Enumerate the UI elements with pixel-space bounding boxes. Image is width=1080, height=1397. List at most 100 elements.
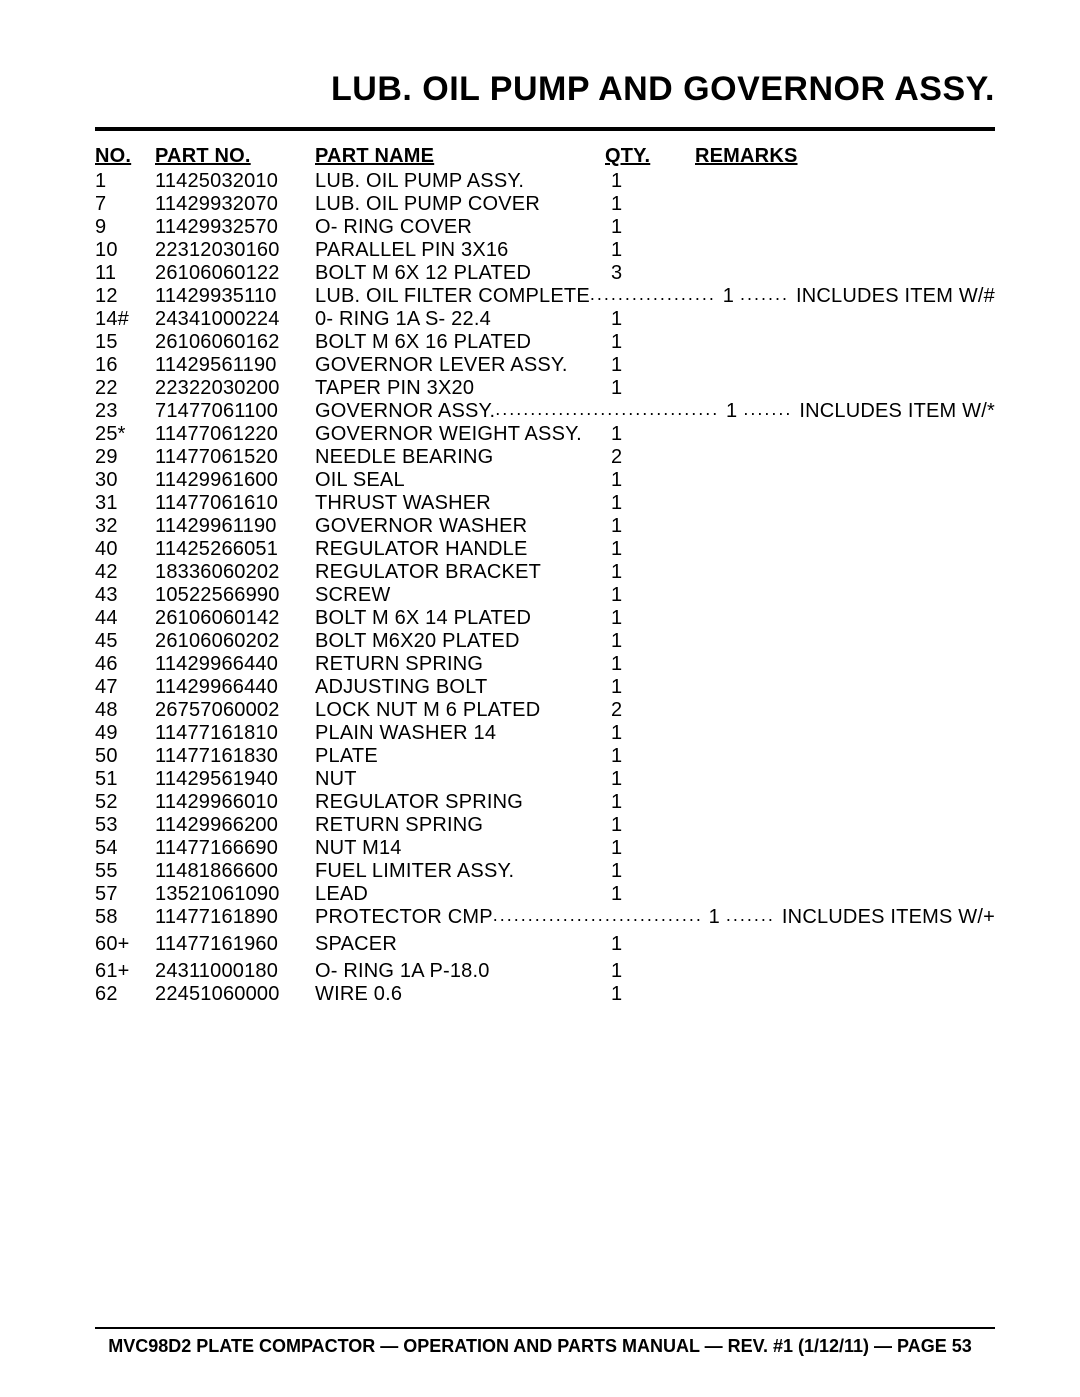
table-row: 4611429966440RETURN SPRING1 <box>95 653 995 676</box>
cell-partno: 24341000224 <box>155 308 315 331</box>
cell-no: 54 <box>95 837 155 860</box>
cell-no: 10 <box>95 239 155 262</box>
cell-no: 7 <box>95 193 155 216</box>
cell-partname: RETURN SPRING <box>315 814 605 837</box>
cell-partname: REGULATOR SPRING <box>315 791 605 814</box>
cell-partname: GOVERNOR WASHER <box>315 515 605 538</box>
cell-partname: BOLT M 6X 14 PLATED <box>315 607 605 630</box>
cell-qty: 1 <box>605 837 665 860</box>
cell-partno: 26106060122 <box>155 262 315 285</box>
cell-qty: 1 <box>605 607 665 630</box>
cell-partno: 11425032010 <box>155 170 315 193</box>
cell-qty: 1 <box>605 960 665 983</box>
cell-no: 16 <box>95 354 155 377</box>
cell-qty: 1 <box>605 239 665 262</box>
col-remarks: REMARKS <box>665 145 995 168</box>
cell-partname: LEAD <box>315 883 605 906</box>
leader-dots: ........................................… <box>495 399 720 420</box>
cell-no: 31 <box>95 492 155 515</box>
table-row: 2222322030200TAPER PIN 3X201 <box>95 377 995 400</box>
table-row: 4426106060142BOLT M 6X 14 PLATED1 <box>95 607 995 630</box>
cell-partname: O- RING COVER <box>315 216 605 239</box>
table-row: 5211429966010REGULATOR SPRING1 <box>95 791 995 814</box>
cell-partno: 11429966010 <box>155 791 315 814</box>
cell-no: 29 <box>95 446 155 469</box>
cell-partname: PLAIN WASHER 14 <box>315 722 605 745</box>
cell-partname: LOCK NUT M 6 PLATED <box>315 699 605 722</box>
cell-partname: RETURN SPRING <box>315 653 605 676</box>
cell-qty: 2 <box>605 699 665 722</box>
parts-table: NO. PART NO. PART NAME QTY. REMARKS 1114… <box>95 145 995 1006</box>
table-row: 5011477161830PLATE1 <box>95 745 995 768</box>
cell-partname: LUB. OIL FILTER COMPLETE <box>315 285 590 308</box>
cell-no: 40 <box>95 538 155 561</box>
title-rule <box>95 127 995 131</box>
cell-partno: 13521061090 <box>155 883 315 906</box>
table-row: 711429932070LUB. OIL PUMP COVER1 <box>95 193 995 216</box>
cell-qty: 1 <box>605 170 665 193</box>
table-row: 2371477061100GOVERNOR ASSY. ............… <box>95 400 995 423</box>
cell-partname: ADJUSTING BOLT <box>315 676 605 699</box>
col-partname: PART NAME <box>315 145 605 168</box>
cell-no: 9 <box>95 216 155 239</box>
cell-qty: 1 <box>605 630 665 653</box>
table-row: 5111429561940NUT1 <box>95 768 995 791</box>
cell-partname: NUT M14 <box>315 837 605 860</box>
leader-dots: ........................................… <box>493 905 703 926</box>
leader-dots: ........................................… <box>590 284 717 305</box>
table-header: NO. PART NO. PART NAME QTY. REMARKS <box>95 145 995 168</box>
cell-qty: 1 <box>605 653 665 676</box>
cell-no: 48 <box>95 699 155 722</box>
cell-no: 51 <box>95 768 155 791</box>
table-row: 4310522566990SCREW1 <box>95 584 995 607</box>
cell-partname: O- RING 1A P-18.0 <box>315 960 605 983</box>
cell-partno: 26106060162 <box>155 331 315 354</box>
cell-qty: 1 <box>605 423 665 446</box>
cell-partno: 22312030160 <box>155 239 315 262</box>
cell-partname: NEEDLE BEARING <box>315 446 605 469</box>
cell-no: 62 <box>95 983 155 1006</box>
cell-partno: 11477161960 <box>155 933 315 956</box>
page-title: LUB. OIL PUMP AND GOVERNOR ASSY. <box>95 70 995 119</box>
cell-qty: 1 <box>605 768 665 791</box>
cell-qty: 1 <box>605 492 665 515</box>
cell-partname: TAPER PIN 3X20 <box>315 377 605 400</box>
table-row: 1022312030160PARALLEL PIN 3X161 <box>95 239 995 262</box>
cell-no: 53 <box>95 814 155 837</box>
cell-no: 30 <box>95 469 155 492</box>
cell-no: 11 <box>95 262 155 285</box>
cell-partno: 11477061520 <box>155 446 315 469</box>
cell-no: 46 <box>95 653 155 676</box>
cell-remarks: INCLUDES ITEMS W/+ <box>776 906 995 929</box>
cell-partname: PARALLEL PIN 3X16 <box>315 239 605 262</box>
cell-no: 23 <box>95 400 155 423</box>
table-row: 5411477166690NUT M141 <box>95 837 995 860</box>
cell-no: 12 <box>95 285 155 308</box>
cell-partname: LUB. OIL PUMP ASSY. <box>315 170 605 193</box>
table-row: 4826757060002LOCK NUT M 6 PLATED2 <box>95 699 995 722</box>
table-row: 111425032010LUB. OIL PUMP ASSY.1 <box>95 170 995 193</box>
cell-no: 47 <box>95 676 155 699</box>
table-row: 5811477161890PROTECTOR CMP .............… <box>95 906 995 929</box>
cell-no: 25* <box>95 423 155 446</box>
cell-partname: PROTECTOR CMP <box>315 906 493 929</box>
table-row: 911429932570O- RING COVER1 <box>95 216 995 239</box>
cell-no: 32 <box>95 515 155 538</box>
cell-qty: 1 <box>605 791 665 814</box>
cell-partno: 26757060002 <box>155 699 315 722</box>
cell-qty: 1 <box>605 193 665 216</box>
cell-qty: 1 <box>605 860 665 883</box>
cell-no: 57 <box>95 883 155 906</box>
table-body: 111425032010LUB. OIL PUMP ASSY.171142993… <box>95 170 995 1006</box>
cell-no: 52 <box>95 791 155 814</box>
cell-partname: REGULATOR HANDLE <box>315 538 605 561</box>
cell-qty: 2 <box>605 446 665 469</box>
page-footer: MVC98D2 PLATE COMPACTOR — OPERATION AND … <box>0 1336 1080 1357</box>
cell-qty: 1 <box>605 745 665 768</box>
cell-partname: BOLT M 6X 12 PLATED <box>315 262 605 285</box>
table-row: 3211429961190GOVERNOR WASHER1 <box>95 515 995 538</box>
cell-qty: 1 <box>703 906 726 929</box>
cell-partname: SPACER <box>315 933 605 956</box>
cell-partno: 11429966440 <box>155 653 315 676</box>
cell-partname: BOLT M6X20 PLATED <box>315 630 605 653</box>
